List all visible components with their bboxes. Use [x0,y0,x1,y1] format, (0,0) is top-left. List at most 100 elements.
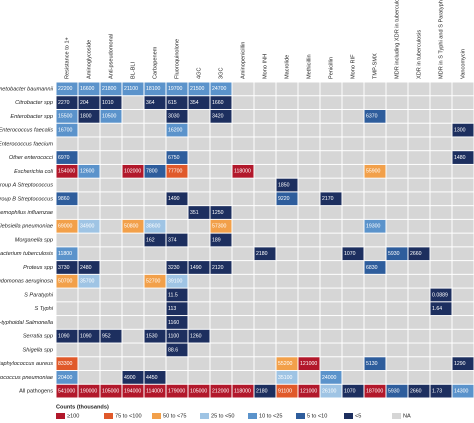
na-cell [342,178,364,192]
na-cell [320,316,342,329]
na-cell [320,233,342,247]
cell [166,384,188,398]
row-label: All pathogens [19,389,53,395]
legend-swatch [392,413,401,419]
na-cell [430,151,452,164]
cell-value: 212000 [212,389,229,395]
cell-value: 83300 [58,361,73,367]
column-header: Vancomycin [460,49,466,79]
na-cell [452,206,474,219]
na-cell [232,82,254,96]
na-cell [100,192,122,206]
na-cell [166,206,188,219]
row-label: Serratia spp [23,334,53,340]
cell-value: 24000 [322,375,337,381]
na-cell [430,274,452,288]
na-cell [144,316,166,329]
cell-value: 19700 [168,86,183,92]
na-cell [122,274,144,288]
na-cell [320,288,342,302]
na-cell [298,123,320,137]
na-cell [320,164,342,178]
na-cell [122,151,144,164]
legend-label: 75 to <100 [115,413,142,419]
row-label: Group B Streptococcus [0,196,53,202]
cell-value: 21100 [124,86,138,92]
na-cell [298,233,320,247]
na-cell [408,192,430,206]
cell-value: 57300 [212,224,227,230]
na-cell [408,329,430,343]
cell [144,384,166,398]
na-cell [364,233,386,247]
na-cell [452,247,474,261]
na-cell [232,316,254,329]
cell-value: 14300 [454,389,469,395]
na-cell [320,329,342,343]
na-cell [408,109,430,123]
legend-label: NA [403,413,411,419]
cell-value: 50700 [58,279,73,285]
na-cell [386,343,408,357]
na-cell [342,288,364,302]
cell-value: 204 [80,100,89,106]
na-cell [386,288,408,302]
na-cell [342,137,364,151]
cell [166,109,188,123]
cell-value: 35100 [278,375,293,381]
na-cell [232,247,254,261]
na-cell [254,302,276,316]
cell-value: 113 [168,306,176,312]
cell [56,261,78,274]
na-cell [364,329,386,343]
cell [78,261,100,274]
na-cell [320,151,342,164]
na-cell [100,343,122,357]
cell-value: 5930 [388,251,400,257]
na-cell [298,371,320,384]
na-cell [408,274,430,288]
na-cell [276,82,298,96]
cell-value: 105000 [190,389,207,395]
cell-value: 9220 [278,196,290,202]
cell [276,178,298,192]
cell-value: 2660 [410,389,422,395]
cell [56,123,78,137]
row-label: Other enterococci [9,155,54,161]
cell-value: 118000 [234,169,251,175]
row-label: Non-typhoidal Salmonella [0,320,53,326]
cell [56,357,78,371]
cell [430,302,452,316]
na-cell [122,206,144,219]
na-cell [408,233,430,247]
legend-label: 50 to <75 [163,413,186,419]
na-cell [430,343,452,357]
na-cell [144,192,166,206]
na-cell [56,343,78,357]
cell [78,109,100,123]
cell [210,82,232,96]
na-cell [210,178,232,192]
na-cell [232,288,254,302]
na-cell [452,137,474,151]
na-cell [408,164,430,178]
cell-value: 1480 [454,155,466,161]
na-cell [78,123,100,137]
na-cell [78,151,100,164]
na-cell [254,164,276,178]
na-cell [122,302,144,316]
na-cell [408,137,430,151]
cell-value: 1850 [278,182,290,188]
cell [78,384,100,398]
na-cell [254,233,276,247]
cell-value: 1.73 [432,389,442,395]
cell-value: 4450 [146,375,158,381]
legend-swatch [296,413,305,419]
na-cell [276,274,298,288]
cell-value: 1100 [168,334,179,340]
legend-title: Counts (thousands) [56,404,109,410]
na-cell [254,219,276,233]
na-cell [254,151,276,164]
na-cell [254,371,276,384]
na-cell [100,206,122,219]
